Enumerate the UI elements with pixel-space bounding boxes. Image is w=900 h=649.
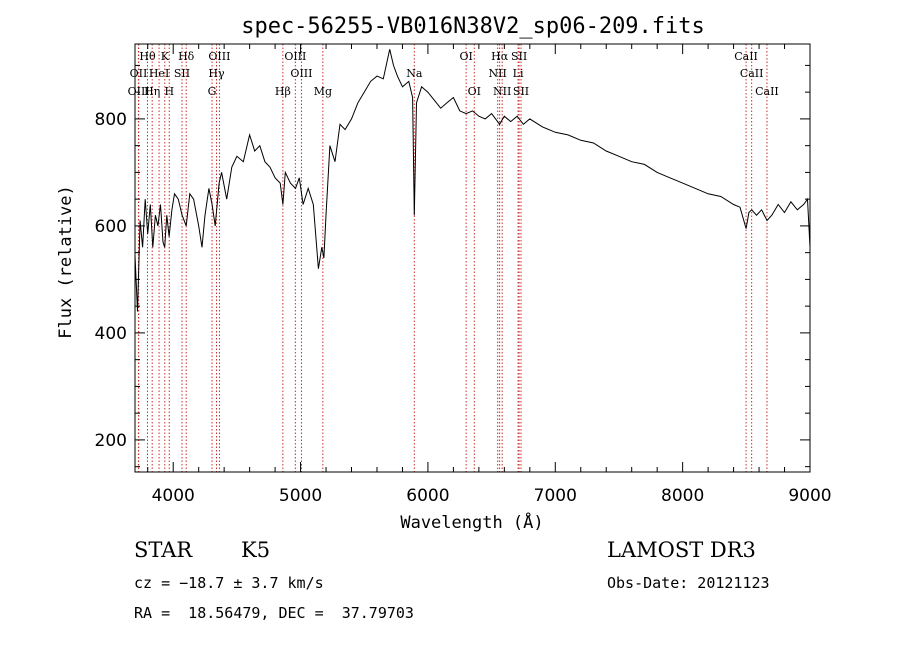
x-axis-label: Wavelength (Å) <box>400 511 543 533</box>
x-tick-label: 4000 <box>152 486 195 506</box>
line-label: OIII <box>284 50 306 63</box>
line-label: OI <box>468 85 481 98</box>
line-label: CaII <box>734 50 758 63</box>
emission-line-markers <box>137 44 768 472</box>
line-label: OIII <box>208 50 230 63</box>
line-label: Na <box>406 67 423 80</box>
y-tick-label: 600 <box>95 217 127 237</box>
line-label: HeI <box>149 67 169 80</box>
y-tick-label: 200 <box>95 431 127 451</box>
object-subclass: K5 <box>241 538 271 562</box>
line-label: OIII <box>290 67 312 80</box>
x-tick-label: 9000 <box>788 486 831 506</box>
x-tick-label: 7000 <box>534 486 577 506</box>
line-label: Hδ <box>178 50 195 63</box>
line-label: SII <box>511 50 527 63</box>
line-label: OII <box>130 67 148 80</box>
y-axis-label: Flux (relative) <box>56 185 76 339</box>
y-tick-label: 800 <box>95 110 127 130</box>
line-label: Hθ <box>139 50 156 63</box>
line-label: Hα <box>491 50 509 63</box>
line-label: Hη <box>144 85 160 98</box>
plot-frame <box>134 43 811 473</box>
line-label: Hβ <box>275 85 291 98</box>
y-axis-ticks: 200 400 600 800 <box>95 64 810 468</box>
flux-series-line <box>134 49 811 312</box>
line-label: SII <box>513 85 529 98</box>
x-axis-ticks: 4000 5000 6000 7000 8000 9000 <box>147 44 832 506</box>
line-label: Mg <box>314 85 332 98</box>
line-label: Hγ <box>208 67 225 80</box>
x-tick-label: 6000 <box>406 486 449 506</box>
line-label: K <box>161 50 170 63</box>
chart-title: spec-56255-VB016N38V2_sp06-209.fits <box>241 14 705 39</box>
y-tick-label: 400 <box>95 324 127 344</box>
line-label: G <box>208 85 217 98</box>
line-label: OIII <box>128 85 150 98</box>
x-tick-label: 5000 <box>279 486 322 506</box>
object-class: STAR <box>134 538 193 562</box>
observation-date: Obs-Date: 20121123 <box>607 574 770 592</box>
coordinates: RA = 18.56479, DEC = 37.79703 <box>134 604 414 622</box>
line-label: SII <box>174 67 190 80</box>
x-tick-label: 8000 <box>661 486 704 506</box>
line-label: NII <box>489 67 507 80</box>
line-label: H <box>164 85 174 98</box>
line-label: OI <box>459 50 472 63</box>
line-label: CaII <box>755 85 779 98</box>
line-label: NII <box>493 85 511 98</box>
redshift-cz: cz = −18.7 ± 3.7 km/s <box>134 574 324 592</box>
survey-name: LAMOST DR3 <box>607 538 756 562</box>
line-label: Li <box>513 67 524 80</box>
line-label: CaII <box>740 67 764 80</box>
